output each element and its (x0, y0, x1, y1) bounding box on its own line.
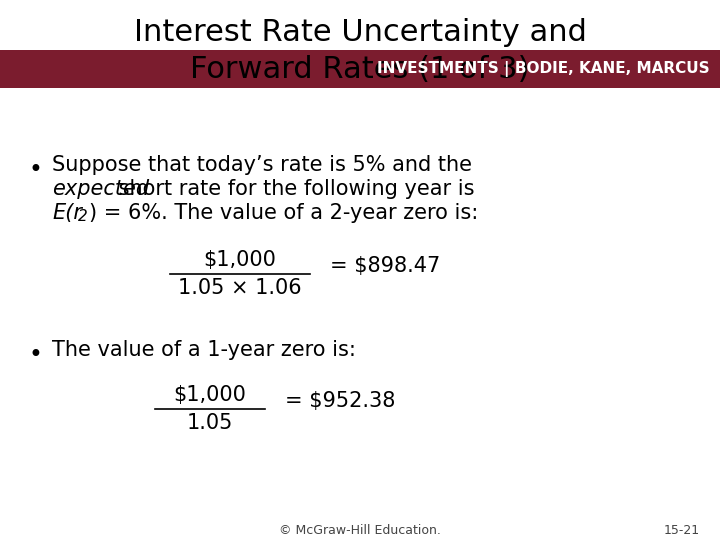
Text: •: • (28, 158, 42, 182)
Text: = $952.38: = $952.38 (285, 391, 395, 411)
Text: 15-21: 15-21 (664, 523, 700, 537)
Text: expected: expected (52, 179, 149, 199)
Text: $1,000: $1,000 (204, 250, 276, 270)
Text: © McGraw-Hill Education.: © McGraw-Hill Education. (279, 523, 441, 537)
Text: ) = 6%. The value of a 2-year zero is:: ) = 6%. The value of a 2-year zero is: (89, 203, 478, 223)
Text: E(r: E(r (52, 203, 82, 223)
Text: INVESTMENTS | BODIE, KANE, MARCUS: INVESTMENTS | BODIE, KANE, MARCUS (377, 61, 710, 77)
Text: short rate for the following year is: short rate for the following year is (112, 179, 474, 199)
Text: The value of a 1-year zero is:: The value of a 1-year zero is: (52, 340, 356, 360)
Text: •: • (28, 343, 42, 367)
Text: 2: 2 (78, 209, 88, 224)
Text: 1.05 × 1.06: 1.05 × 1.06 (178, 278, 302, 298)
Bar (0, 50, 720, 88)
Text: = $898.47: = $898.47 (330, 256, 440, 276)
Text: Suppose that today’s rate is 5% and the: Suppose that today’s rate is 5% and the (52, 155, 472, 175)
Text: 1.05: 1.05 (186, 413, 233, 433)
Text: Interest Rate Uncertainty and
Forward Rates (1 of 3): Interest Rate Uncertainty and Forward Ra… (134, 18, 586, 84)
Text: $1,000: $1,000 (174, 385, 246, 405)
